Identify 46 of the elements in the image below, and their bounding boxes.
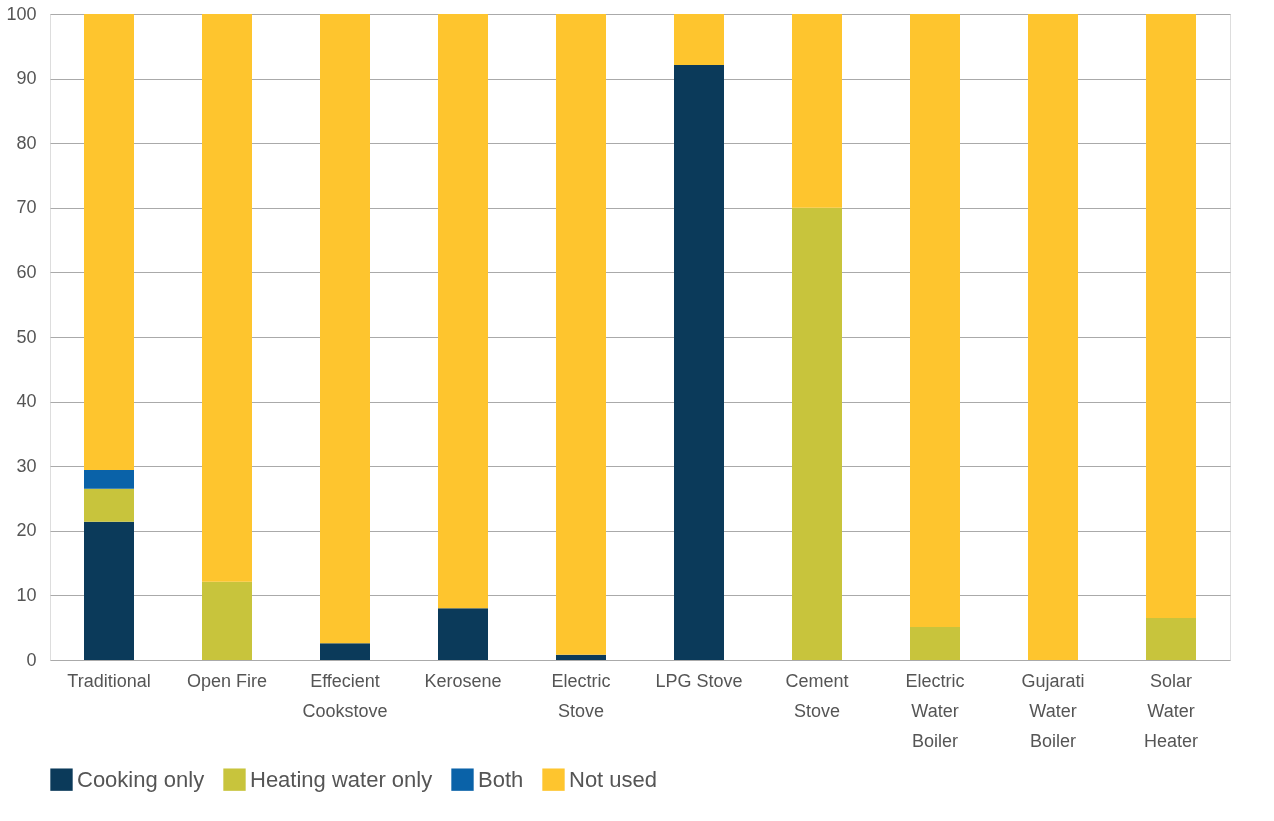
bar bbox=[910, 627, 960, 660]
legend-label: Both bbox=[478, 766, 524, 792]
bar bbox=[910, 14, 960, 628]
x-tick-label: Traditional bbox=[67, 670, 151, 691]
x-tick-label: Kerosene bbox=[424, 670, 502, 691]
bar bbox=[1146, 14, 1196, 619]
bar bbox=[84, 521, 134, 660]
y-tick-label: 60 bbox=[16, 261, 37, 282]
bar bbox=[84, 14, 134, 471]
bar bbox=[438, 14, 488, 609]
legend-label: Not used bbox=[569, 766, 658, 792]
x-tick-label: LPG Stove bbox=[655, 670, 743, 691]
bar bbox=[320, 14, 370, 644]
bar bbox=[1028, 14, 1078, 660]
y-tick-label: 50 bbox=[16, 326, 37, 347]
x-tick-label: Solar Water Heater bbox=[1143, 670, 1199, 751]
y-tick-label: 70 bbox=[16, 197, 37, 218]
bar bbox=[792, 207, 842, 660]
bar bbox=[202, 14, 252, 582]
y-tick-label: 80 bbox=[16, 132, 37, 153]
y-tick-label: 30 bbox=[16, 455, 37, 476]
bar bbox=[202, 581, 252, 660]
y-tick-label: 0 bbox=[26, 649, 37, 670]
legend-label: Heating water only bbox=[250, 766, 433, 792]
bar bbox=[84, 470, 134, 489]
bar bbox=[320, 643, 370, 660]
legend-label: Cooking only bbox=[77, 766, 205, 792]
y-tick-label: 100 bbox=[6, 3, 37, 24]
y-tick-label: 10 bbox=[16, 584, 37, 605]
bar bbox=[792, 14, 842, 208]
bar bbox=[556, 14, 606, 655]
y-tick-label: 20 bbox=[16, 520, 37, 541]
x-tick-label: Electric Water Boiler bbox=[905, 670, 965, 751]
bar bbox=[674, 14, 724, 66]
y-tick-label: 90 bbox=[16, 68, 37, 89]
bar bbox=[84, 488, 134, 522]
bar bbox=[438, 608, 488, 660]
bar bbox=[674, 65, 724, 660]
x-tick-label: Electric Stove bbox=[551, 670, 611, 721]
y-tick-label: 40 bbox=[16, 391, 37, 412]
x-tick-label: Gujarati Water Boiler bbox=[1021, 670, 1085, 751]
x-tick-label: Open Fire bbox=[186, 670, 268, 691]
x-tick-label: Cement Stove bbox=[785, 670, 849, 721]
x-tick-label: Effecient Cookstove bbox=[302, 670, 388, 721]
bar bbox=[1146, 618, 1196, 660]
bar bbox=[556, 654, 606, 660]
